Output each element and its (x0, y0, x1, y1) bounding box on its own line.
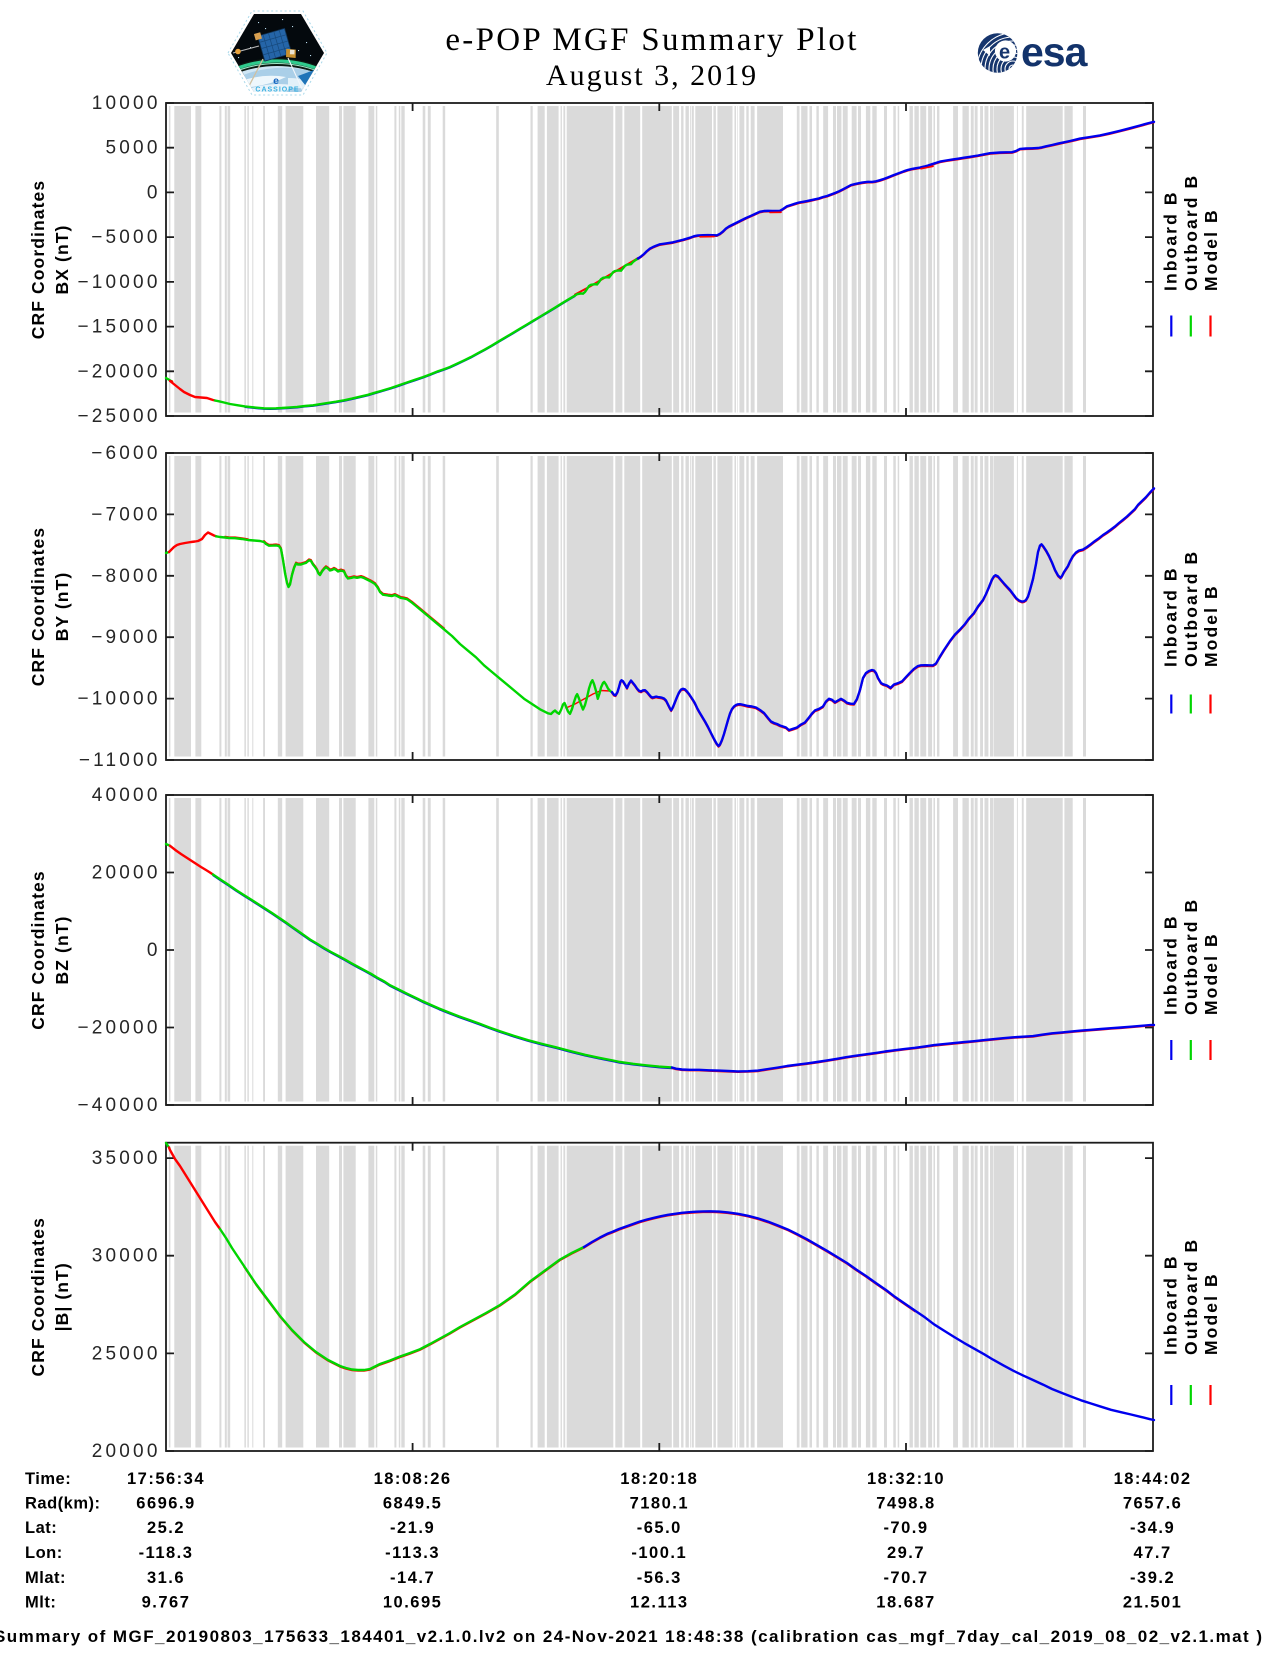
svg-text:20000: 20000 (92, 863, 161, 884)
svg-text:-39.2: -39.2 (1130, 1569, 1175, 1587)
svg-text:29.7: 29.7 (887, 1544, 925, 1562)
svg-text:6696.9: 6696.9 (136, 1495, 195, 1513)
svg-text:Outboard B: Outboard B (1181, 174, 1201, 291)
svg-text:6849.5: 6849.5 (383, 1495, 442, 1513)
svg-text:-34.9: -34.9 (1130, 1519, 1175, 1537)
svg-text:CRF Coordinates: CRF Coordinates (28, 527, 48, 686)
svg-text:−20000: −20000 (77, 1018, 160, 1039)
svg-text:−10000: −10000 (77, 689, 160, 710)
svg-text:31.6: 31.6 (147, 1569, 185, 1587)
svg-text:−11000: −11000 (79, 750, 161, 771)
svg-text:0: 0 (147, 182, 161, 203)
svg-text:−7000: −7000 (91, 504, 160, 525)
svg-text:18:08:26: 18:08:26 (374, 1470, 452, 1488)
svg-text:9.767: 9.767 (142, 1594, 191, 1612)
svg-text:25.2: 25.2 (147, 1519, 185, 1537)
svg-text:−40000: −40000 (77, 1095, 160, 1116)
svg-text:47.7: 47.7 (1134, 1544, 1172, 1562)
svg-text:Mlat:: Mlat: (25, 1569, 66, 1587)
svg-text:7657.6: 7657.6 (1123, 1495, 1182, 1513)
svg-text:esa: esa (1021, 29, 1089, 75)
svg-text:Lat:: Lat: (25, 1519, 57, 1537)
svg-text:10.695: 10.695 (383, 1594, 442, 1612)
svg-text:BX (nT): BX (nT) (52, 225, 72, 295)
svg-text:5000: 5000 (106, 138, 161, 159)
svg-text:Model B: Model B (1201, 932, 1221, 1015)
svg-text:7498.8: 7498.8 (876, 1495, 935, 1513)
svg-text:-100.1: -100.1 (631, 1544, 687, 1562)
svg-text:Inboard B: Inboard B (1161, 914, 1181, 1015)
svg-text:40000: 40000 (92, 785, 161, 806)
svg-text:Mlt:: Mlt: (25, 1594, 56, 1612)
svg-text:-14.7: -14.7 (390, 1569, 435, 1587)
svg-text:|B| (nT): |B| (nT) (52, 1262, 72, 1331)
svg-text:Inboard B: Inboard B (1161, 1254, 1181, 1355)
svg-text:18:20:18: 18:20:18 (620, 1470, 698, 1488)
svg-text:BY (nT): BY (nT) (52, 572, 72, 642)
svg-text:Inboard B: Inboard B (1161, 566, 1181, 667)
svg-text:12.113: 12.113 (630, 1594, 689, 1612)
svg-text:Time:: Time: (25, 1470, 71, 1488)
svg-text:25000: 25000 (92, 1343, 161, 1364)
svg-text:−5000: −5000 (91, 227, 160, 248)
svg-text:18:32:10: 18:32:10 (867, 1470, 945, 1488)
svg-text:Model B: Model B (1201, 208, 1221, 291)
svg-text:-65.0: -65.0 (637, 1519, 682, 1537)
svg-text:CASSIOPE: CASSIOPE (255, 87, 299, 94)
svg-text:Summary of MGF_20190803_175633: Summary of MGF_20190803_175633_184401_v2… (0, 1627, 1263, 1646)
svg-text:Lon:: Lon: (25, 1544, 63, 1562)
svg-text:−9000: −9000 (91, 627, 160, 648)
svg-text:Rad(km):: Rad(km): (25, 1495, 101, 1513)
svg-text:CRF Coordinates: CRF Coordinates (28, 1217, 48, 1376)
svg-text:BZ (nT): BZ (nT) (52, 916, 72, 985)
svg-text:-21.9: -21.9 (390, 1519, 435, 1537)
svg-text:-118.3: -118.3 (139, 1544, 194, 1562)
svg-text:e: e (273, 75, 279, 87)
svg-text:18:44:02: 18:44:02 (1114, 1470, 1192, 1488)
svg-text:35000: 35000 (92, 1148, 161, 1169)
svg-text:10000: 10000 (92, 93, 161, 114)
svg-text:−15000: −15000 (77, 317, 160, 338)
svg-text:-113.3: -113.3 (385, 1544, 440, 1562)
svg-text:−20000: −20000 (77, 361, 160, 382)
svg-text:−6000: −6000 (91, 443, 160, 464)
svg-text:0: 0 (147, 940, 161, 961)
svg-text:−25000: −25000 (77, 406, 160, 427)
svg-text:-56.3: -56.3 (637, 1569, 682, 1587)
svg-text:Outboard B: Outboard B (1181, 1238, 1201, 1355)
svg-text:-70.9: -70.9 (883, 1519, 928, 1537)
svg-text:7180.1: 7180.1 (630, 1495, 689, 1513)
svg-text:Outboard B: Outboard B (1181, 898, 1201, 1015)
svg-text:e-POP MGF Summary Plot: e-POP MGF Summary Plot (445, 22, 858, 58)
svg-text:e: e (999, 42, 1010, 64)
svg-text:18.687: 18.687 (876, 1594, 935, 1612)
svg-text:20000: 20000 (92, 1441, 161, 1462)
svg-text:-70.7: -70.7 (883, 1569, 928, 1587)
svg-text:August 3, 2019: August 3, 2019 (546, 59, 758, 92)
svg-text:21.501: 21.501 (1123, 1594, 1182, 1612)
svg-text:−8000: −8000 (91, 566, 160, 587)
svg-text:−10000: −10000 (77, 272, 160, 293)
svg-text:Model B: Model B (1201, 584, 1221, 667)
svg-text:30000: 30000 (92, 1246, 161, 1267)
svg-text:17:56:34: 17:56:34 (127, 1470, 205, 1488)
svg-text:CRF Coordinates: CRF Coordinates (28, 870, 48, 1029)
svg-text:Inboard B: Inboard B (1161, 190, 1181, 291)
svg-text:Outboard B: Outboard B (1181, 550, 1201, 667)
svg-text:Model B: Model B (1201, 1272, 1221, 1355)
svg-text:CRF Coordinates: CRF Coordinates (28, 180, 48, 339)
